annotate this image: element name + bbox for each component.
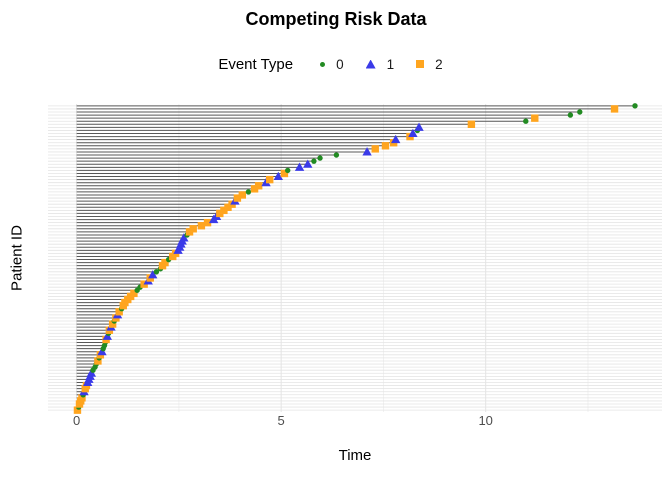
event-marker-square bbox=[161, 258, 169, 267]
event-marker-square bbox=[78, 394, 86, 402]
event-marker-triangle bbox=[97, 346, 107, 356]
event-marker-square bbox=[280, 169, 289, 178]
event-marker-square bbox=[224, 203, 232, 211]
event-0-circle-icon bbox=[320, 61, 326, 67]
event-marker-square bbox=[381, 142, 390, 150]
event-marker-triangle bbox=[408, 128, 418, 138]
event-marker-square bbox=[216, 209, 224, 218]
event-marker-square bbox=[94, 357, 102, 365]
event-marker-triangle bbox=[391, 134, 401, 144]
event-marker-square bbox=[189, 225, 197, 233]
event-marker-circle bbox=[333, 152, 340, 158]
event-marker-square bbox=[266, 175, 274, 184]
event-marker-triangle bbox=[294, 162, 305, 171]
event-marker-triangle bbox=[303, 159, 313, 168]
event-marker-circle bbox=[567, 112, 574, 118]
legend: Event Type 0 1 2 bbox=[0, 54, 672, 74]
event-marker-square bbox=[371, 145, 379, 153]
event-marker-circle bbox=[523, 118, 529, 124]
event-marker-square bbox=[233, 194, 242, 202]
legend-item-event-0: 0 bbox=[320, 57, 344, 72]
legend-label-event-2: 2 bbox=[435, 56, 443, 72]
x-tick-label: 0 bbox=[73, 413, 80, 428]
event-marker-triangle bbox=[86, 368, 97, 377]
event-marker-circle bbox=[311, 158, 317, 164]
legend-label-event-1: 1 bbox=[386, 56, 395, 72]
legend-item-event-2: 2 bbox=[416, 57, 443, 72]
event-marker-circle bbox=[285, 167, 291, 174]
x-tick-label: 10 bbox=[478, 413, 492, 428]
event-marker-square bbox=[220, 206, 228, 215]
event-marker-square bbox=[73, 406, 82, 414]
event-marker-circle bbox=[245, 189, 252, 195]
event-marker-square bbox=[203, 218, 212, 227]
x-axis-title: Time bbox=[338, 447, 372, 464]
event-marker-square bbox=[531, 114, 539, 122]
event-marker-triangle bbox=[273, 171, 284, 181]
event-marker-square bbox=[254, 182, 263, 190]
event-marker-square bbox=[130, 289, 138, 298]
event-marker-square bbox=[238, 191, 247, 199]
legend-label-event-0: 0 bbox=[336, 56, 344, 72]
event-marker-triangle bbox=[102, 331, 113, 340]
chart-title: Competing Risk Data bbox=[245, 9, 427, 29]
event-marker-square bbox=[115, 308, 123, 316]
event-marker-square bbox=[467, 120, 476, 128]
event-marker-square bbox=[610, 105, 619, 113]
x-tick-label: 5 bbox=[278, 413, 285, 428]
event-marker-circle bbox=[153, 269, 160, 275]
event-marker-circle bbox=[632, 103, 638, 109]
event-marker-triangle bbox=[179, 233, 189, 242]
event-marker-circle bbox=[577, 109, 583, 115]
event-2-square-icon bbox=[416, 60, 425, 68]
event-marker-triangle bbox=[362, 147, 372, 156]
legend-item-event-1: 1 bbox=[365, 56, 395, 72]
event-marker-triangle bbox=[148, 270, 158, 279]
event-1-triangle-icon bbox=[365, 59, 376, 69]
legend-title: Event Type bbox=[218, 55, 294, 73]
event-marker-triangle bbox=[414, 122, 424, 131]
event-marker-square bbox=[197, 222, 206, 230]
event-marker-circle bbox=[317, 155, 323, 161]
event-marker-square bbox=[108, 320, 117, 328]
event-marker-square bbox=[250, 185, 259, 193]
